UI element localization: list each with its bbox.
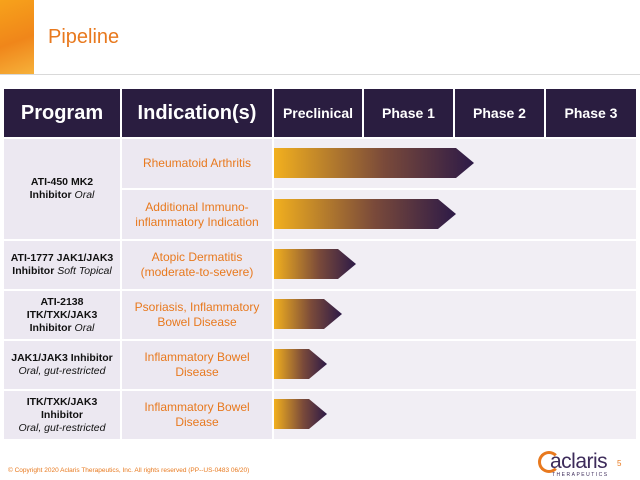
phase-lane xyxy=(274,291,636,339)
program-route: Oral, gut-restricted xyxy=(18,365,106,377)
program-cell-jak1-jak3: JAK1/JAK3 Inhibitor Oral, gut-restricted xyxy=(4,341,120,389)
page-title: Pipeline xyxy=(48,26,120,48)
program-route: Oral, gut-restricted xyxy=(18,421,106,434)
program-cell-itk-txk-jak3: ITK/TXK/JAK3 Inhibitor Oral, gut-restric… xyxy=(4,391,120,439)
phase-lane xyxy=(274,139,636,188)
program-cell-ati-2138: ATI-2138 ITK/TXK/JAK3 Inhibitor Oral xyxy=(4,291,120,339)
indication-cell: Inflammatory Bowel Disease xyxy=(122,391,272,439)
program-cell-ati-1777: ATI-1777 JAK1/JAK3 Inhibitor Soft Topica… xyxy=(4,241,120,289)
progress-bar xyxy=(274,349,327,379)
indication-cell: Atopic Dermatitis (moderate-to-severe) xyxy=(122,241,272,289)
program-name: ATI-2138 xyxy=(40,295,84,308)
indication-cell: Inflammatory Bowel Disease xyxy=(122,341,272,389)
logo-text: aclaris xyxy=(550,450,608,473)
program-name: JAK1/JAK3 Inhibitor xyxy=(11,352,113,364)
orange-corner-accent xyxy=(0,0,34,74)
logo-ring-icon xyxy=(538,451,560,473)
program-name-3: Inhibitor xyxy=(29,321,72,334)
aclaris-logo: aclaris THERAPEUTICS xyxy=(538,450,608,478)
progress-arrow xyxy=(274,299,342,329)
program-name-2: ITK/TXK/JAK3 xyxy=(26,308,98,321)
progress-bar xyxy=(274,148,474,178)
title-divider xyxy=(0,74,640,75)
program-cell-ati-450: ATI-450 MK2 Inhibitor Oral xyxy=(4,139,120,239)
program-name-2: Inhibitor xyxy=(12,265,55,277)
program-name: ITK/TXK/JAK3 xyxy=(26,395,98,408)
program-name: ATI-450 MK2 xyxy=(30,176,94,188)
page-number: 5 xyxy=(617,459,622,468)
progress-bar xyxy=(274,199,456,229)
phase-lane xyxy=(274,190,636,239)
phase-lane xyxy=(274,391,636,439)
header-phase3: Phase 3 xyxy=(546,89,636,137)
copyright-footer: © Copyright 2020 Aclaris Therapeutics, I… xyxy=(8,467,250,474)
progress-bar xyxy=(274,399,327,429)
program-name-2: Inhibitor xyxy=(29,189,72,201)
program-route: Soft Topical xyxy=(57,265,112,277)
logo-subtext: THERAPEUTICS xyxy=(552,472,609,478)
progress-arrow xyxy=(274,399,327,429)
progress-arrow xyxy=(274,249,356,279)
progress-bar xyxy=(274,249,356,279)
program-name: ATI-1777 JAK1/JAK3 xyxy=(10,252,114,264)
header-phase1: Phase 1 xyxy=(364,89,453,137)
progress-arrow xyxy=(274,199,456,229)
indication-cell: Psoriasis, Inflammatory Bowel Disease xyxy=(122,291,272,339)
header-indications: Indication(s) xyxy=(122,89,272,137)
phase-lane xyxy=(274,241,636,289)
indication-cell: Additional Immuno-inflammatory Indicatio… xyxy=(122,190,272,239)
progress-arrow xyxy=(274,349,327,379)
program-route: Oral xyxy=(74,189,95,201)
header-phase2: Phase 2 xyxy=(455,89,544,137)
indication-cell: Rheumatoid Arthritis xyxy=(122,139,272,188)
header-preclinical: Preclinical xyxy=(274,89,362,137)
header-program: Program xyxy=(4,89,120,137)
progress-arrow xyxy=(274,148,474,178)
phase-lane xyxy=(274,341,636,389)
progress-bar xyxy=(274,299,342,329)
program-name-2: Inhibitor xyxy=(41,408,83,421)
program-route: Oral xyxy=(74,321,95,334)
